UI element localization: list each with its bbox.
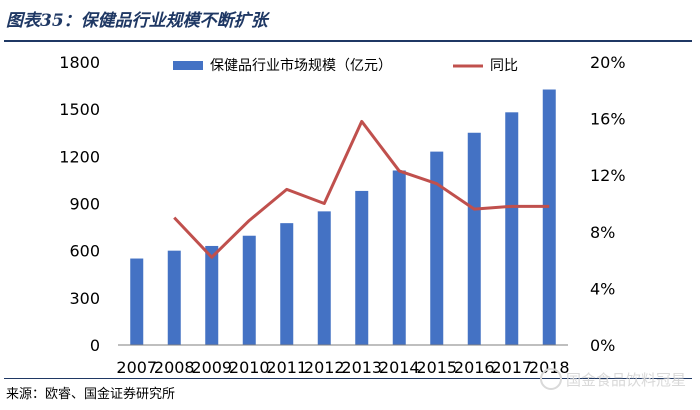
x-tick-label: 2017 xyxy=(491,358,532,377)
legend-bar-label: 保健品行业市场规模（亿元） xyxy=(210,57,392,74)
watermark-text: 国金食品饮料冠星 xyxy=(565,370,686,389)
watermark: 国金食品饮料冠星 xyxy=(539,368,686,390)
y-right-tick-label: 20% xyxy=(590,53,626,72)
bottom-rule xyxy=(4,378,692,379)
legend-line-label: 同比 xyxy=(490,58,518,74)
x-tick-label: 2008 xyxy=(154,358,195,377)
y-right-tick-label: 16% xyxy=(590,110,626,129)
y-right-tick-label: 0% xyxy=(590,336,615,355)
y-left-tick-label: 900 xyxy=(69,195,100,214)
y-right-tick-label: 8% xyxy=(590,223,615,242)
bar xyxy=(167,250,181,345)
title-rule xyxy=(4,40,692,42)
bar xyxy=(280,223,294,345)
y-right-tick-label: 12% xyxy=(590,166,626,185)
figure-title: 图表35：保健品行业规模不断扩张 xyxy=(6,11,268,31)
x-tick-label: 2007 xyxy=(116,358,157,377)
x-tick-label: 2016 xyxy=(454,358,495,377)
legend-bar-swatch xyxy=(173,61,203,70)
bar xyxy=(505,112,519,345)
x-tick-label: 2012 xyxy=(304,358,345,377)
x-tick-label: 2013 xyxy=(341,358,382,377)
y-left-tick-label: 1200 xyxy=(59,147,100,166)
y-right-tick-label: 4% xyxy=(590,279,615,298)
bar xyxy=(317,211,331,345)
bar xyxy=(542,89,556,345)
x-tick-label: 2010 xyxy=(229,358,270,377)
x-tick-label: 2009 xyxy=(191,358,232,377)
bar xyxy=(355,190,369,345)
y-left-tick-label: 1800 xyxy=(59,53,100,72)
x-tick-label: 2015 xyxy=(416,358,457,377)
x-tick-label: 2011 xyxy=(266,358,307,377)
y-left-tick-label: 1500 xyxy=(59,100,100,119)
bar xyxy=(467,132,481,345)
x-tick-label: 2014 xyxy=(379,358,420,377)
bar xyxy=(392,170,406,345)
bar xyxy=(205,245,219,345)
y-left-tick-label: 300 xyxy=(69,289,100,308)
bar xyxy=(242,235,256,345)
bar xyxy=(430,151,444,345)
bar xyxy=(130,258,144,345)
source-note: 来源：欧睿、国金证券研究所 xyxy=(6,387,176,402)
wechat-icon xyxy=(539,368,562,390)
y-left-tick-label: 0 xyxy=(90,336,100,355)
y-left-tick-label: 600 xyxy=(69,242,100,261)
